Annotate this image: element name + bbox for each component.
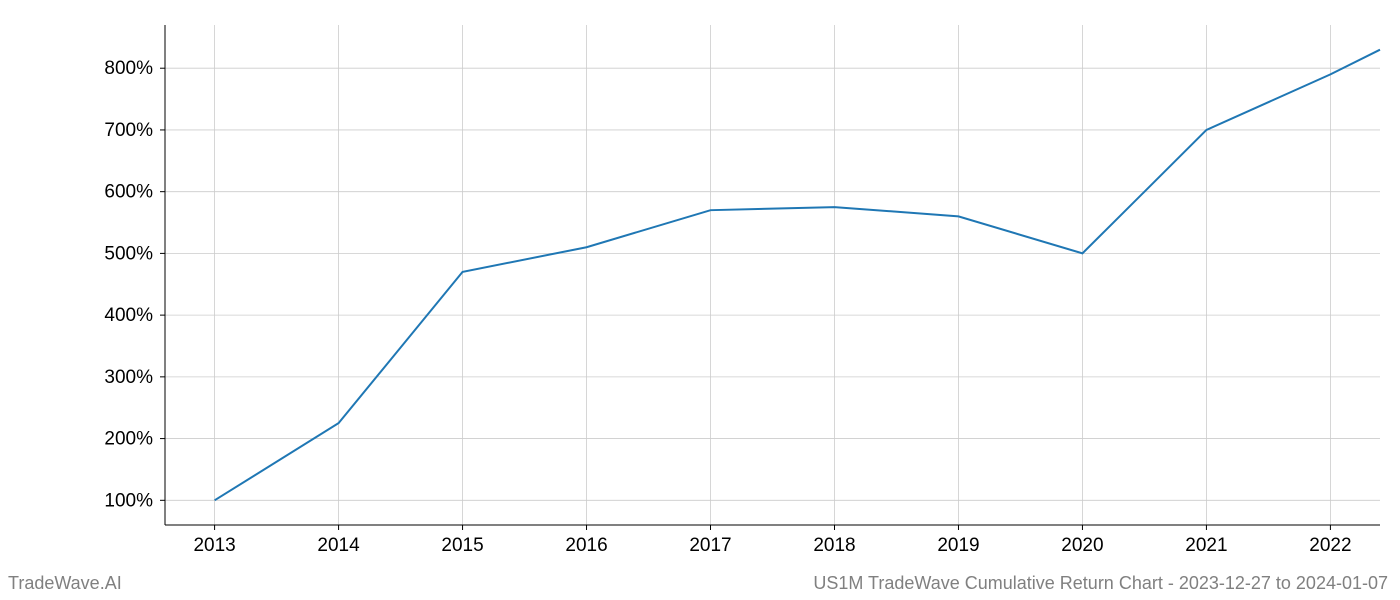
y-tick-label: 500% bbox=[104, 243, 153, 264]
y-tick-label: 700% bbox=[104, 120, 153, 141]
x-tick-label: 2022 bbox=[1309, 535, 1351, 556]
chart-container: 2013 2014 2015 2016 2017 2018 2019 2020 2021 2022… bbox=[0, 0, 1400, 600]
x-tick-label: 2020 bbox=[1061, 535, 1103, 556]
y-tick-label: 300% bbox=[104, 367, 153, 388]
watermark-left: TradeWave.AI bbox=[8, 573, 122, 594]
series-line bbox=[215, 50, 1380, 501]
x-tick-label: 2017 bbox=[689, 535, 731, 556]
x-tick-label: 2015 bbox=[441, 535, 483, 556]
x-tick-label: 2018 bbox=[813, 535, 855, 556]
y-tick-label: 800% bbox=[104, 58, 153, 79]
x-tick-label: 2013 bbox=[193, 535, 235, 556]
y-tick-label: 400% bbox=[104, 305, 153, 326]
x-tick-label: 2016 bbox=[565, 535, 607, 556]
x-tick-label: 2021 bbox=[1185, 535, 1227, 556]
x-tick-label: 2019 bbox=[937, 535, 979, 556]
x-tick-label: 2014 bbox=[317, 535, 360, 556]
y-tick-label: 200% bbox=[104, 429, 153, 450]
y-tick-label: 600% bbox=[104, 182, 153, 203]
line-chart: 2013 2014 2015 2016 2017 2018 2019 2020 2021 2022… bbox=[0, 0, 1400, 600]
watermark-right: US1M TradeWave Cumulative Return Chart -… bbox=[813, 573, 1388, 594]
y-tick-label: 100% bbox=[104, 490, 153, 511]
